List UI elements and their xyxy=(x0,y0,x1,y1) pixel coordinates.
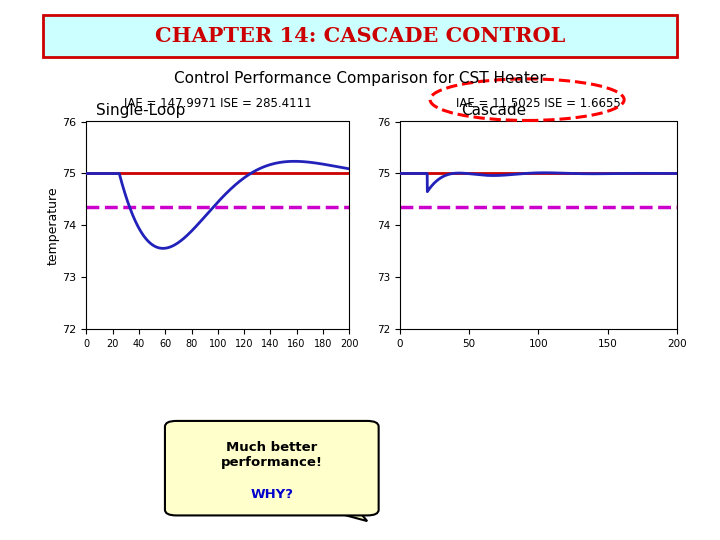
FancyBboxPatch shape xyxy=(165,421,379,515)
Y-axis label: temperature: temperature xyxy=(47,186,60,265)
FancyBboxPatch shape xyxy=(43,15,677,57)
Polygon shape xyxy=(325,510,367,521)
Text: IAE = 11.5025 ISE = 1.6655: IAE = 11.5025 ISE = 1.6655 xyxy=(456,97,621,110)
Text: IAE = 147.9971 ISE = 285.4111: IAE = 147.9971 ISE = 285.4111 xyxy=(124,97,312,110)
Text: Cascade: Cascade xyxy=(461,103,526,118)
Text: Single-Loop: Single-Loop xyxy=(96,103,185,118)
Text: Control Performance Comparison for CST Heater: Control Performance Comparison for CST H… xyxy=(174,71,546,86)
Text: CHAPTER 14: CASCADE CONTROL: CHAPTER 14: CASCADE CONTROL xyxy=(155,25,565,46)
Text: WHY?: WHY? xyxy=(251,488,293,501)
Text: Much better
performance!: Much better performance! xyxy=(221,441,323,469)
